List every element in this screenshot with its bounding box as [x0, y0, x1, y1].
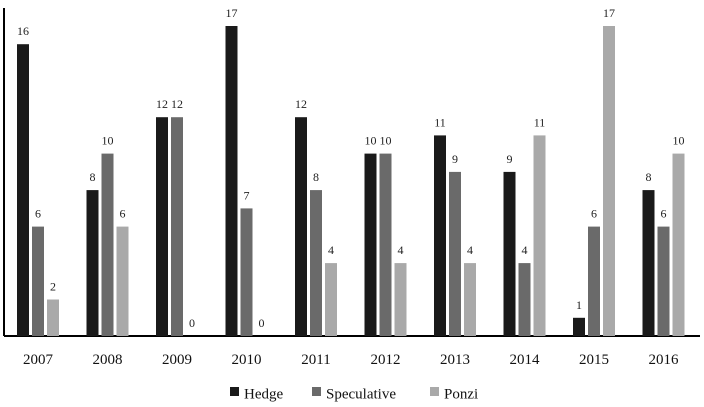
legend-swatch-ponzi	[430, 387, 439, 396]
value-label-hedge-2014: 9	[507, 152, 513, 166]
bar-hedge-2013	[434, 135, 446, 336]
x-tick-label-2010: 2010	[232, 352, 262, 368]
value-label-ponzi-2011: 4	[328, 243, 334, 257]
bar-hedge-2008	[86, 190, 99, 336]
bar-speculative-2008	[101, 153, 114, 336]
value-label-speculative-2011: 8	[313, 170, 319, 184]
bar-ponzi-2014	[533, 135, 546, 336]
value-label-ponzi-2010: 0	[259, 316, 265, 330]
bar-ponzi-2012	[394, 263, 407, 336]
bar-hedge-2016	[642, 190, 655, 336]
bar-speculative-2014	[518, 263, 531, 336]
legend-swatch-hedge	[230, 387, 239, 396]
x-tick-label-2012: 2012	[371, 352, 401, 368]
value-label-hedge-2012: 10	[365, 134, 377, 148]
bar-hedge-2012	[364, 153, 377, 336]
bar-hedge-2015	[573, 317, 585, 336]
bar-ponzi-2007	[47, 299, 59, 336]
bar-speculative-2012	[379, 153, 392, 336]
bar-ponzi-2013	[464, 263, 476, 336]
value-label-ponzi-2015: 17	[603, 6, 615, 20]
value-label-ponzi-2007: 2	[50, 280, 56, 294]
legend: Hedge Speculative Ponzi	[230, 386, 478, 402]
value-label-speculative-2013: 9	[452, 152, 458, 166]
value-label-speculative-2008: 10	[102, 134, 114, 148]
legend-label-hedge: Hedge	[244, 386, 283, 402]
value-label-hedge-2009: 12	[156, 97, 168, 111]
value-label-ponzi-2012: 4	[398, 243, 404, 257]
bar-ponzi-2016	[672, 153, 685, 336]
value-label-speculative-2015: 6	[591, 207, 597, 221]
value-label-ponzi-2008: 6	[120, 207, 126, 221]
value-label-ponzi-2013: 4	[467, 243, 473, 257]
value-label-hedge-2015: 1	[576, 298, 582, 312]
bar-hedge-2007	[17, 44, 29, 336]
bar-speculative-2016	[657, 226, 670, 336]
value-label-ponzi-2016: 10	[673, 134, 685, 148]
x-tick-label-2015: 2015	[579, 352, 609, 368]
x-tick-label-2014: 2014	[510, 352, 541, 368]
value-label-speculative-2010: 7	[244, 188, 250, 202]
value-label-ponzi-2009: 0	[189, 316, 195, 330]
legend-swatch-speculative	[312, 387, 321, 396]
bar-speculative-2011	[310, 190, 322, 336]
value-label-hedge-2010: 17	[226, 6, 238, 20]
bars-layer	[17, 26, 685, 336]
bar-speculative-2010	[240, 208, 253, 336]
x-tick-labels-layer: 2007 2008 2009 2010 2011 2012 2013 2014 2015 2016	[23, 352, 679, 368]
bar-speculative-2007	[32, 226, 44, 336]
bar-ponzi-2015	[603, 26, 615, 336]
value-label-speculative-2016: 6	[661, 207, 667, 221]
x-tick-label-2007: 2007	[23, 352, 54, 368]
value-label-hedge-2008: 8	[90, 170, 96, 184]
value-label-hedge-2011: 12	[295, 97, 307, 111]
value-label-speculative-2012: 10	[380, 134, 392, 148]
bar-ponzi-2011	[325, 263, 337, 336]
x-tick-label-2011: 2011	[301, 352, 330, 368]
value-label-ponzi-2014: 11	[534, 115, 546, 129]
x-tick-label-2013: 2013	[440, 352, 470, 368]
bar-hedge-2009	[156, 117, 168, 336]
value-label-speculative-2009: 12	[171, 97, 183, 111]
x-tick-label-2009: 2009	[162, 352, 192, 368]
bar-hedge-2011	[295, 117, 307, 336]
legend-label-speculative: Speculative	[326, 386, 396, 402]
x-tick-label-2008: 2008	[93, 352, 123, 368]
bar-speculative-2013	[449, 171, 461, 336]
bar-ponzi-2008	[116, 226, 129, 336]
value-label-speculative-2014: 4	[522, 243, 528, 257]
bar-speculative-2015	[588, 226, 600, 336]
value-label-hedge-2007: 16	[17, 24, 29, 38]
legend-label-ponzi: Ponzi	[444, 386, 478, 402]
bar-speculative-2009	[171, 117, 183, 336]
x-tick-label-2016: 2016	[649, 352, 680, 368]
value-label-speculative-2007: 6	[35, 207, 41, 221]
bar-hedge-2010	[225, 26, 238, 336]
value-label-hedge-2016: 8	[646, 170, 652, 184]
bar-hedge-2014	[503, 171, 516, 336]
value-label-hedge-2013: 11	[434, 115, 446, 129]
